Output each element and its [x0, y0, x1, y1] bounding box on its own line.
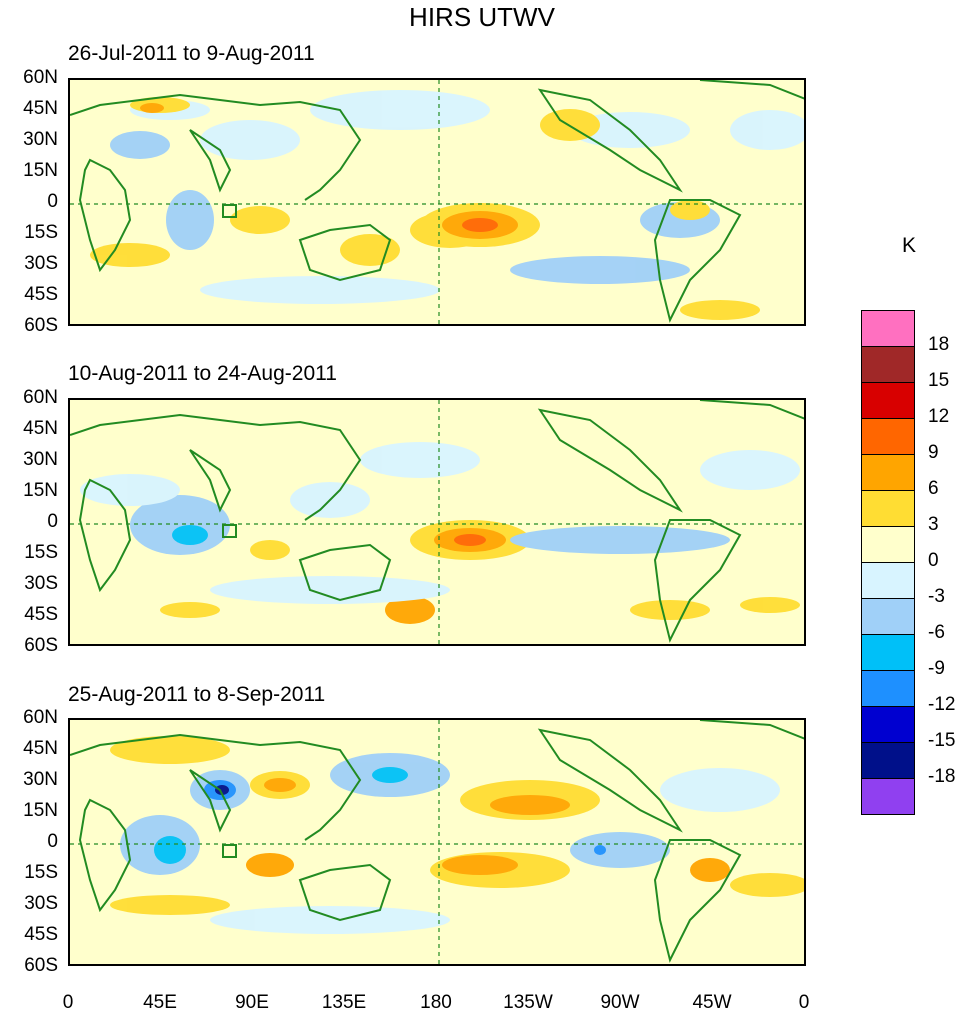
anomaly-field [90, 90, 804, 320]
y-tick-label: 30S [24, 573, 58, 594]
y-tick-label: 60S [24, 635, 58, 656]
colorbar-tick-label: 18 [928, 334, 950, 355]
y-tick-label: 30S [24, 893, 58, 914]
y-tick-label: 45N [23, 98, 58, 119]
coastlines [70, 720, 804, 963]
x-tick-label: 135W [503, 992, 553, 1013]
y-tick-label: 60N [23, 67, 58, 88]
y-tick-label: 45S [24, 284, 58, 305]
y-tick-label: 0 [47, 191, 58, 212]
map-panel-3 [68, 718, 806, 966]
map-panel-1-graphic [70, 80, 804, 324]
colorbar [861, 310, 915, 815]
x-tick-label: 45W [692, 992, 732, 1013]
colorbar-tick-label: 6 [928, 478, 939, 499]
x-tick-label: 90E [235, 992, 269, 1013]
map-panel-2-graphic [70, 400, 804, 644]
colorbar-swatch [861, 671, 915, 707]
y-tick-label: 45S [24, 604, 58, 625]
x-tick-label: 180 [420, 992, 452, 1013]
y-tick-label: 60S [24, 955, 58, 976]
figure-title: HIRS UTWV [409, 2, 555, 32]
colorbar-tick-label: 15 [928, 370, 950, 391]
y-tick-label: 15S [24, 542, 58, 563]
y-tick-label: 30N [23, 129, 58, 150]
colorbar-swatch [861, 455, 915, 491]
colorbar-swatch [861, 310, 915, 347]
panel-1-subtitle: 26-Jul-2011 to 9-Aug-2011 [68, 42, 315, 65]
colorbar-tick-label: 9 [928, 442, 939, 463]
anomaly-field [110, 736, 804, 934]
colorbar-swatch [861, 779, 915, 815]
colorbar-tick-label: -6 [928, 622, 945, 643]
anomaly-field [80, 442, 800, 624]
colorbar-swatch [861, 635, 915, 671]
colorbar-swatch [861, 347, 915, 383]
map-panel-3-graphic [70, 720, 804, 964]
colorbar-swatch [861, 743, 915, 779]
x-tick-label: 135E [321, 992, 367, 1013]
y-tick-label: 30N [23, 449, 58, 470]
map-panel-2 [68, 398, 806, 646]
y-tick-label: 45N [23, 738, 58, 759]
colorbar-tick-label: -12 [928, 694, 956, 715]
y-tick-label: 60N [23, 707, 58, 728]
x-tick-label: 90W [600, 992, 640, 1013]
colorbar-tick-label: -9 [928, 658, 945, 679]
y-tick-label: 15S [24, 222, 58, 243]
y-tick-label: 60N [23, 387, 58, 408]
colorbar-swatch [861, 527, 915, 563]
x-tick-label: 0 [62, 992, 74, 1013]
panel-3-subtitle: 25-Aug-2011 to 8-Sep-2011 [68, 683, 326, 706]
colorbar-tick-label: 12 [928, 406, 950, 427]
y-tick-label: 15N [23, 800, 58, 821]
coastlines [70, 80, 804, 323]
y-tick-label: 0 [47, 511, 58, 532]
colorbar-tick-label: 3 [928, 514, 939, 535]
y-tick-label: 15N [23, 160, 58, 181]
panel-2-subtitle: 10-Aug-2011 to 24-Aug-2011 [68, 362, 337, 385]
y-tick-label: 15S [24, 862, 58, 883]
y-tick-label: 0 [47, 831, 58, 852]
colorbar-swatch [861, 563, 915, 599]
x-tick-label: 0 [798, 992, 810, 1013]
y-tick-label: 45N [23, 418, 58, 439]
colorbar-swatch [861, 599, 915, 635]
map-panel-1 [68, 78, 806, 326]
coastlines [70, 400, 804, 643]
colorbar-swatch [861, 383, 915, 419]
y-tick-label: 60S [24, 315, 58, 336]
colorbar-unit: K [902, 234, 917, 257]
colorbar-swatch [861, 491, 915, 527]
colorbar-swatch [861, 419, 915, 455]
colorbar-tick-label: -18 [928, 766, 956, 787]
colorbar-tick-label: -3 [928, 586, 945, 607]
colorbar-tick-label: -15 [928, 730, 956, 751]
y-tick-label: 15N [23, 480, 58, 501]
y-tick-label: 45S [24, 924, 58, 945]
y-tick-label: 30S [24, 253, 58, 274]
y-tick-label: 30N [23, 769, 58, 790]
colorbar-tick-label: 0 [928, 550, 939, 571]
colorbar-swatch [861, 707, 915, 743]
x-tick-label: 45E [143, 992, 177, 1013]
